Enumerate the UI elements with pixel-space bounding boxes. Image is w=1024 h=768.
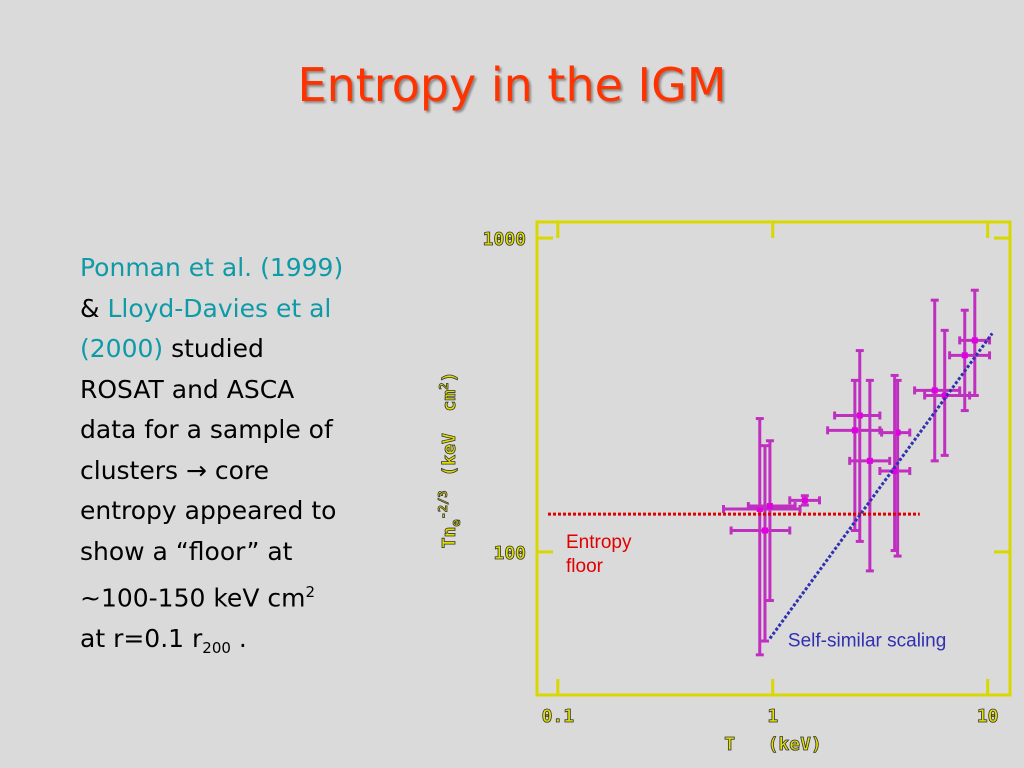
y-label-part: (keV cm xyxy=(439,390,460,477)
y-axis-label: Tne-2/3 (keV cm2) xyxy=(436,372,463,549)
y-label-part: ) xyxy=(439,372,460,383)
data-point xyxy=(801,497,808,504)
data-point xyxy=(894,429,901,436)
y-label-part: Tn xyxy=(439,527,460,549)
text: entropy appeared to xyxy=(80,496,337,525)
text: ROSAT and ASCA xyxy=(80,374,295,404)
citation: (2000) xyxy=(80,334,164,363)
annotation-line: Entropy xyxy=(566,532,632,553)
text: ~100-150 keV cm xyxy=(80,583,306,613)
arrow: → xyxy=(186,455,207,485)
data-point xyxy=(961,352,968,359)
text: core xyxy=(214,455,270,485)
x-tick-label: 10 xyxy=(977,706,999,727)
subscript: 200 xyxy=(202,638,231,657)
text: show a “floor” at xyxy=(80,536,293,566)
annotation-line: floor xyxy=(566,556,604,577)
slide-title: Entropy in the IGM xyxy=(297,58,727,112)
text: data for a sample of xyxy=(80,415,333,444)
citation: Lloyd-Davies et al xyxy=(107,293,332,323)
x-axis-label: T (keV) xyxy=(724,734,822,755)
y-tick-label: 1000 xyxy=(483,229,526,250)
plot-frame xyxy=(535,220,1012,697)
text: at r=0.1 r xyxy=(80,623,203,653)
x-tick-label: 0.1 xyxy=(542,706,575,727)
annotation-line: Self-similar scaling xyxy=(788,630,946,651)
y-label-sub: e xyxy=(449,519,463,526)
data-point xyxy=(756,505,763,512)
y-label-sup: -2/3 xyxy=(436,490,450,519)
data-point xyxy=(856,412,863,419)
x-tick-label: 1 xyxy=(767,706,778,727)
text: & xyxy=(80,293,100,323)
y-label-sup: 2 xyxy=(437,383,451,390)
superscript: 2 xyxy=(305,583,316,601)
data-point xyxy=(971,337,978,344)
data-point xyxy=(931,387,938,394)
annotation: Self-similar scaling xyxy=(788,630,946,651)
citation: Ponman et al. (1999) xyxy=(80,253,344,282)
text: studied xyxy=(171,334,264,363)
text: . xyxy=(238,623,247,653)
data-point xyxy=(866,457,873,464)
data-point xyxy=(761,527,768,534)
data-point xyxy=(766,503,773,510)
body-text: Ponman et al. (1999) & Lloyd-Davies et a… xyxy=(80,248,420,668)
reference-line xyxy=(768,332,994,640)
text: clusters xyxy=(80,455,179,485)
annotation: Entropy floor xyxy=(566,532,632,577)
data-point xyxy=(891,468,898,475)
data-point xyxy=(851,427,858,434)
y-tick-label: 100 xyxy=(493,543,526,564)
data-point xyxy=(941,392,948,399)
